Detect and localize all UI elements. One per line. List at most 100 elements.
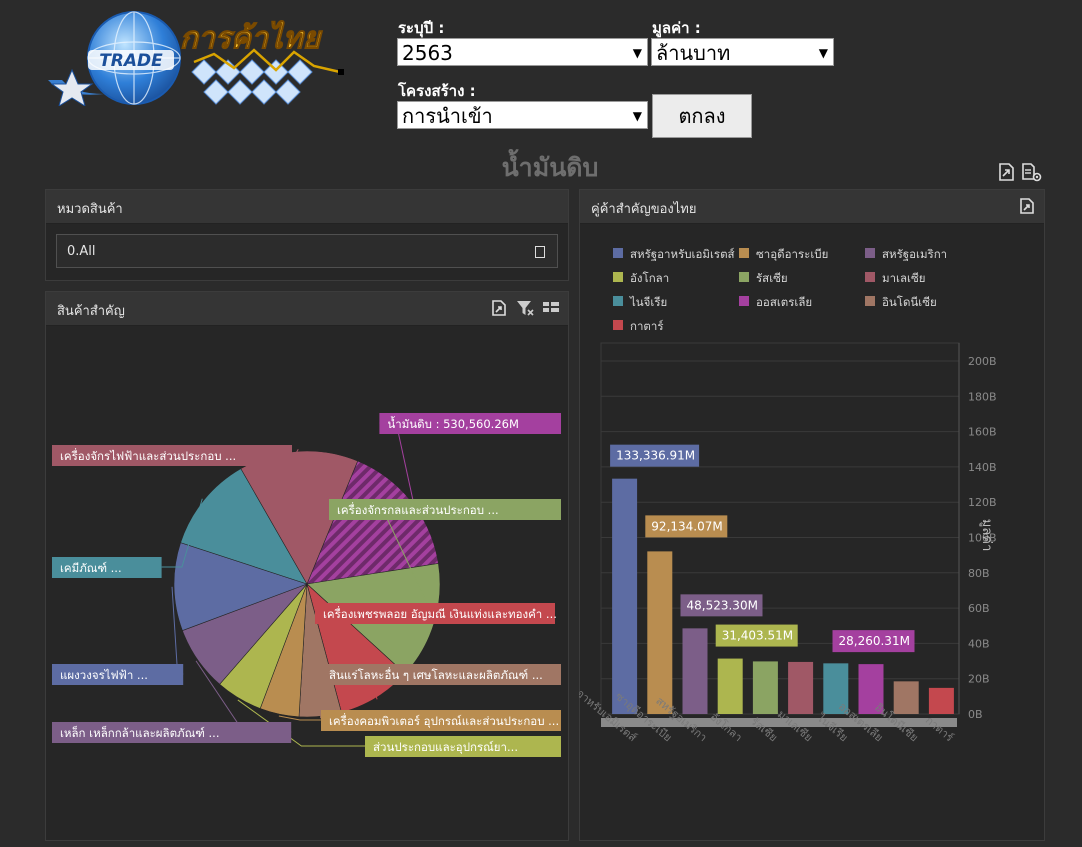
y-tick-label: 40B	[968, 637, 990, 650]
bar[interactable]	[682, 628, 708, 714]
legend-swatch	[613, 320, 623, 330]
pie-label-box	[52, 664, 184, 685]
bar-data-label-box	[610, 444, 700, 467]
y-tick-label: 160B	[968, 426, 997, 439]
bar-data-label-box	[645, 515, 728, 538]
bar-data-label: 48,523.30M	[687, 598, 758, 612]
pie-label-box	[365, 736, 561, 757]
legend-item[interactable]: ซาอุดีอาระเบีย	[756, 247, 828, 261]
pie-label-box	[379, 413, 561, 434]
page-title: น้ำมันดิบ	[501, 153, 599, 182]
export-icon[interactable]	[1018, 197, 1036, 215]
bar-data-label-box	[715, 624, 798, 647]
pie-label: น้ำมันดิบ : 530,560.26M	[387, 416, 518, 431]
category-selector[interactable]: 0.All	[56, 234, 558, 268]
chevron-down-icon: ▼	[632, 109, 642, 123]
pie-label-box	[329, 499, 561, 520]
bar[interactable]	[928, 687, 954, 714]
export-icon[interactable]	[997, 162, 1015, 182]
partners-panel: คู่ค้าสำคัญของไทย	[579, 189, 1045, 841]
pie-label-box	[52, 722, 292, 743]
y-tick-label: 140B	[968, 461, 997, 474]
year-label: ระบุปี :	[398, 19, 445, 37]
settings-document-icon[interactable]	[1021, 162, 1043, 182]
logo-trade-text: TRADE	[99, 51, 163, 71]
chevron-down-icon: ▼	[818, 46, 828, 60]
chart-scrollbar[interactable]	[601, 718, 957, 727]
bar[interactable]	[788, 661, 814, 714]
products-panel-header: สินค้าสำคัญ	[46, 292, 568, 326]
products-pie-chart: น้ำมันดิบ : 530,560.26M เครื่องจักรกลและส…	[52, 413, 561, 757]
bar[interactable]	[752, 661, 778, 714]
legend-swatch	[613, 296, 623, 306]
logo-thai-text: การค้าไทย	[180, 20, 323, 56]
bar-data-label-box	[832, 630, 915, 653]
y-tick-label: 200B	[968, 355, 997, 368]
y-tick-label: 80B	[968, 567, 990, 580]
pie-label-box	[52, 445, 292, 466]
structure-select-value: การนำเข้า	[402, 104, 493, 128]
pie-label: เครื่องจักรกลและส่วนประกอบ ...	[337, 502, 499, 517]
filter-clear-icon[interactable]	[516, 299, 534, 317]
pie-leader-line	[292, 449, 299, 456]
pie-label: เคมีภัณฑ์ ...	[60, 561, 122, 575]
legend-item[interactable]: มาเลเซีย	[882, 271, 926, 285]
pie-label: เหล็ก เหล็กกล้าและผลิตภัณฑ์ ...	[60, 725, 219, 740]
y-tick-label: 0B	[968, 708, 983, 721]
pie-label-box	[321, 664, 561, 685]
partners-panel-header: คู่ค้าสำคัญของไทย	[580, 190, 1044, 224]
bar[interactable]	[647, 551, 673, 714]
y-tick-label: 20B	[968, 673, 990, 686]
bar-data-label: 31,403.51M	[722, 629, 793, 643]
category-panel-title: หมวดสินค้า	[57, 202, 123, 217]
structure-label: โครงสร้าง :	[398, 82, 476, 100]
pie-label: ส่วนประกอบและอุปกรณ์ยา...	[373, 740, 518, 754]
submit-button[interactable]: ตกลง	[652, 94, 752, 138]
legend-item[interactable]: กาตาร์	[630, 319, 664, 333]
pie-leader-line	[161, 498, 203, 568]
legend-swatch	[739, 296, 749, 306]
legend-item[interactable]: ไนจีเรีย	[629, 295, 667, 309]
legend-item[interactable]: ออสเตรเลีย	[756, 295, 812, 309]
bar-data-label: 92,134.07M	[651, 519, 722, 533]
pie-slice[interactable]	[173, 542, 308, 631]
export-icon[interactable]	[490, 299, 508, 317]
legend-item[interactable]: สหรัฐอาหรับเอมิเรตส์	[630, 247, 735, 261]
y-axis-label: มูลค่า	[979, 519, 994, 552]
legend-item[interactable]: อังโกลา	[630, 271, 669, 285]
value-unit-select-value: ล้านบาท	[656, 41, 731, 65]
legend-swatch	[613, 248, 623, 258]
trade-logo: TRADE การค้าไทย	[48, 11, 344, 106]
value-label: มูลค่า :	[652, 19, 701, 37]
pie-slice[interactable]	[180, 468, 308, 585]
bar-data-label-box	[680, 594, 763, 617]
bar-data-label: 133,336.91M	[616, 449, 695, 463]
pie-leader-line	[278, 715, 321, 721]
legend-item[interactable]: อินโดนีเซีย	[882, 295, 937, 309]
bar[interactable]	[717, 658, 743, 714]
value-unit-select[interactable]: ล้านบาท ▼	[651, 38, 834, 66]
category-panel: หมวดสินค้า 0.All	[45, 189, 569, 281]
pie-label: เครื่องจักรไฟฟ้าและส่วนประกอบ ...	[60, 448, 236, 463]
category-selector-value: 0.All	[67, 244, 96, 259]
bar-data-label: 28,260.31M	[839, 634, 910, 648]
legend-item[interactable]: รัสเซีย	[756, 271, 788, 285]
pie-label-box	[52, 557, 162, 578]
legend-swatch	[739, 272, 749, 282]
year-select[interactable]: 2563 ▼	[397, 38, 648, 66]
pie-label: เครื่องคอมพิวเตอร์ อุปกรณ์และส่วนประกอบ …	[329, 713, 559, 728]
products-panel-title: สินค้าสำคัญ	[57, 304, 125, 319]
pie-leader-line	[237, 699, 365, 747]
pie-label: แผงวงจรไฟฟ้า ...	[60, 668, 148, 682]
bar[interactable]	[893, 681, 919, 714]
bar[interactable]	[612, 478, 638, 714]
legend-item[interactable]: สหรัฐอเมริกา	[882, 247, 947, 261]
partners-bar-chart: สหรัฐอาหรับเอมิเรตส์ ซาอุดีอาระเบีย สหรัฐอ…	[579, 247, 997, 744]
bar[interactable]	[858, 664, 884, 714]
bar[interactable]	[823, 663, 849, 714]
legend-swatch	[865, 272, 875, 282]
multi-select-icon[interactable]	[542, 299, 560, 317]
partners-panel-title: คู่ค้าสำคัญของไทย	[591, 202, 697, 217]
pie-label-box	[321, 710, 561, 731]
structure-select[interactable]: การนำเข้า ▼	[397, 101, 648, 129]
